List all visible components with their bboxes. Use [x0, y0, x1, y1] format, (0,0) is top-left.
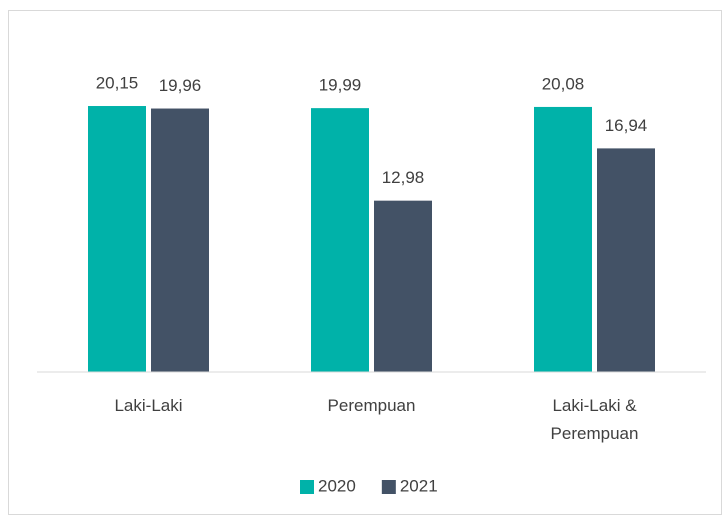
data-label: 19,96: [159, 76, 202, 95]
bar: [311, 108, 369, 372]
data-label: 19,99: [319, 76, 362, 95]
x-tick-label: Laki-Laki: [114, 396, 183, 415]
legend-label: 2021: [400, 476, 438, 495]
bar: [88, 106, 146, 373]
bar: [597, 148, 655, 372]
data-label: 12,98: [382, 168, 425, 187]
legend-swatch: [381, 480, 396, 494]
data-label: 16,94: [605, 116, 648, 135]
legend-label: 2020: [318, 476, 356, 495]
data-label: 20,15: [96, 74, 139, 93]
bar: [151, 108, 209, 372]
x-tick-label: Perempuan: [327, 396, 416, 415]
legend-swatch: [300, 480, 314, 494]
data-label: 20,08: [542, 74, 585, 93]
bar: [374, 200, 432, 372]
x-tick-label: Laki-Laki & Perempuan: [550, 396, 639, 443]
bar: [534, 106, 592, 372]
